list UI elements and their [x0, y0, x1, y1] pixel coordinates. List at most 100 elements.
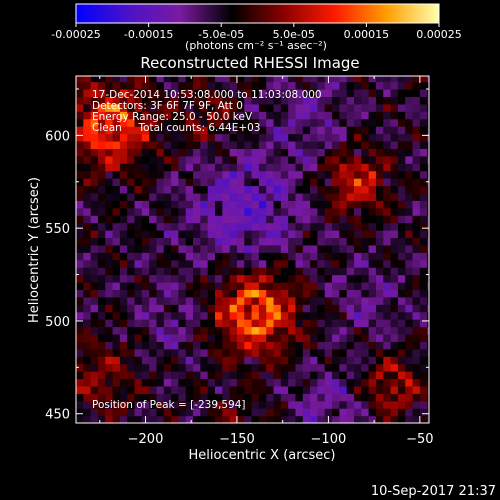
- heatmap-cell: [280, 185, 289, 194]
- heatmap-cell: [127, 178, 136, 187]
- heatmap-cell: [280, 133, 289, 142]
- heatmap-cell: [178, 281, 187, 290]
- heatmap-cell: [295, 230, 304, 239]
- heatmap-cell: [200, 148, 209, 157]
- heatmap-cell: [295, 215, 304, 224]
- heatmap-cell: [339, 118, 348, 127]
- heatmap-cell: [163, 185, 172, 194]
- heatmap-cell: [412, 244, 421, 253]
- heatmap-cell: [134, 81, 143, 90]
- heatmap-cell: [390, 356, 399, 365]
- heatmap-cell: [346, 378, 355, 387]
- heatmap-cell: [368, 118, 377, 127]
- heatmap-cell: [207, 408, 216, 417]
- heatmap-cell: [412, 133, 421, 142]
- heatmap-cell: [134, 118, 143, 127]
- heatmap-cell: [258, 178, 267, 187]
- heatmap-cell: [317, 415, 326, 423]
- heatmap-cell: [76, 222, 84, 231]
- heatmap-cell: [112, 215, 121, 224]
- heatmap-cell: [229, 140, 238, 149]
- heatmap-cell: [339, 363, 348, 372]
- heatmap-cell: [90, 289, 99, 298]
- heatmap-cell: [244, 192, 253, 201]
- heatmap-cell: [119, 259, 128, 268]
- heatmap-cell: [288, 215, 297, 224]
- heatmap-cell: [112, 163, 121, 172]
- heatmap-cell: [207, 415, 216, 423]
- heatmap-cell: [375, 103, 384, 112]
- heatmap-cell: [156, 230, 165, 239]
- heatmap-cell: [156, 400, 165, 409]
- heatmap-cell: [266, 311, 275, 320]
- heatmap-cell: [178, 170, 187, 179]
- heatmap-cell: [310, 244, 319, 253]
- heatmap-cell: [178, 148, 187, 157]
- heatmap-cell: [266, 333, 275, 342]
- heatmap-cell: [156, 319, 165, 328]
- heatmap-cell: [339, 267, 348, 276]
- heatmap-cell: [332, 267, 340, 276]
- heatmap-cell: [258, 170, 267, 179]
- heatmap-cell: [405, 237, 414, 246]
- heatmap-cell: [310, 319, 319, 328]
- heatmap-cell: [361, 237, 370, 246]
- heatmap-cell: [200, 319, 209, 328]
- heatmap-cell: [419, 274, 428, 283]
- heatmap-cell: [317, 185, 326, 194]
- heatmap-cell: [90, 96, 99, 105]
- heatmap-cell: [361, 326, 370, 335]
- heatmap-cell: [163, 178, 172, 187]
- heatmap-cell: [97, 207, 106, 216]
- heatmap-cell: [193, 385, 201, 394]
- heatmap-cell: [368, 341, 377, 350]
- heatmap-cell: [361, 341, 370, 350]
- heatmap-cell: [105, 192, 114, 201]
- heatmap-cell: [288, 118, 297, 127]
- heatmap-cell: [390, 133, 399, 142]
- heatmap-cell: [185, 267, 194, 276]
- heatmap-cell: [112, 252, 121, 261]
- heatmap-cell: [215, 415, 223, 423]
- heatmap-cell: [427, 126, 429, 135]
- heatmap-cell: [354, 415, 362, 423]
- heatmap-cell: [149, 222, 158, 231]
- heatmap-cell: [427, 237, 429, 246]
- heatmap-cell: [339, 133, 348, 142]
- heatmap-cell: [383, 393, 392, 402]
- heatmap-cell: [185, 192, 194, 201]
- heatmap-cell: [222, 118, 231, 127]
- heatmap-cell: [141, 178, 150, 187]
- heatmap-cell: [236, 415, 245, 423]
- heatmap-cell: [90, 111, 99, 120]
- heatmap-cell: [171, 103, 180, 112]
- heatmap-cell: [302, 207, 311, 216]
- heatmap-cell: [134, 222, 143, 231]
- heatmap-cell: [273, 348, 282, 357]
- heatmap-cell: [266, 237, 275, 246]
- heatmap-cell: [419, 170, 428, 179]
- heatmap-cell: [251, 237, 260, 246]
- heatmap-cell: [361, 311, 370, 320]
- heatmap-cell: [288, 385, 297, 394]
- heatmap-cell: [200, 192, 209, 201]
- heatmap-cell: [375, 281, 384, 290]
- heatmap-cell: [141, 259, 150, 268]
- heatmap-cell: [112, 274, 121, 283]
- heatmap-cell: [112, 408, 121, 417]
- heatmap-cell: [83, 103, 92, 112]
- heatmap-cell: [90, 81, 99, 90]
- heatmap-cell: [229, 274, 238, 283]
- heatmap-cell: [317, 274, 326, 283]
- heatmap-cell: [427, 274, 429, 283]
- heatmap-cell: [90, 319, 99, 328]
- heatmap-cell: [346, 348, 355, 357]
- heatmap-cell: [302, 103, 311, 112]
- heatmap-cell: [178, 333, 187, 342]
- heatmap-cell: [266, 140, 275, 149]
- heatmap-cell: [302, 341, 311, 350]
- heatmap-cell: [229, 393, 238, 402]
- heatmap-cell: [295, 415, 304, 423]
- heatmap-cell: [251, 289, 260, 298]
- heatmap-cell: [200, 126, 209, 135]
